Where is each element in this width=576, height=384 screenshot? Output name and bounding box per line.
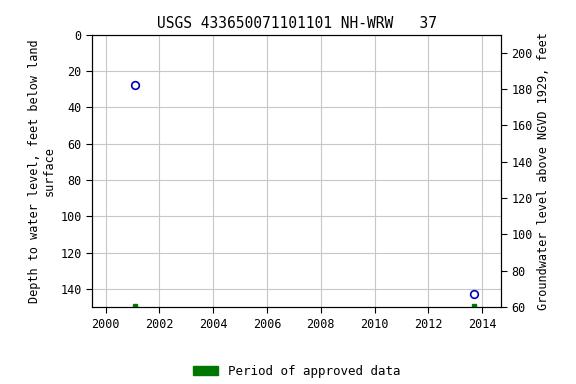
Y-axis label: Groundwater level above NGVD 1929, feet: Groundwater level above NGVD 1929, feet — [537, 32, 550, 310]
Legend: Period of approved data: Period of approved data — [188, 360, 406, 383]
Title: USGS 433650071101101 NH-WRW   37: USGS 433650071101101 NH-WRW 37 — [157, 16, 437, 31]
Y-axis label: Depth to water level, feet below land
surface: Depth to water level, feet below land su… — [28, 39, 56, 303]
